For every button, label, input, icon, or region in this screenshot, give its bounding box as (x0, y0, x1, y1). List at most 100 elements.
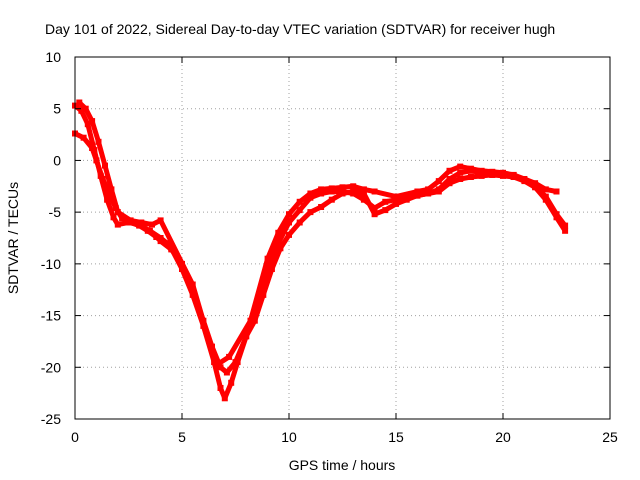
data-point (264, 255, 271, 262)
data-point (435, 178, 442, 185)
data-point (360, 186, 367, 193)
data-point (247, 317, 254, 324)
data-point (382, 207, 389, 214)
data-point (149, 221, 155, 228)
data-point (286, 211, 292, 218)
data-point (350, 188, 357, 195)
data-point (371, 188, 378, 195)
data-point (328, 185, 335, 192)
data-point (562, 222, 569, 229)
data-point (296, 219, 303, 226)
data-point (318, 186, 325, 193)
data-point (532, 180, 539, 187)
data-point (457, 169, 464, 176)
x-tick-label: 0 (71, 429, 79, 445)
data-point (339, 184, 346, 191)
data-point (82, 105, 89, 112)
y-tick-label: 5 (53, 101, 61, 117)
data-point (264, 266, 271, 272)
data-point (232, 359, 239, 366)
data-point (286, 231, 292, 238)
y-axis: -25 -20 -15 -10 -5 0 5 10 (41, 49, 610, 427)
y-tick-label: 0 (53, 152, 61, 168)
y-tick-label: 10 (45, 49, 61, 65)
data-point (403, 196, 410, 203)
y-tick-label: -20 (41, 359, 61, 375)
data-point (95, 138, 102, 145)
data-point (393, 193, 399, 200)
data-point (104, 196, 111, 203)
data-point (296, 198, 303, 205)
data-point (562, 227, 569, 234)
data-point (78, 107, 85, 114)
data-point (296, 207, 303, 214)
data-point (144, 227, 151, 234)
data-point (243, 333, 250, 340)
data-point (93, 157, 100, 164)
data-point (268, 266, 275, 272)
data-point (168, 246, 175, 253)
x-tick-label: 20 (495, 429, 511, 445)
data-point (457, 163, 464, 170)
data-point (553, 188, 560, 195)
data-point (84, 121, 91, 128)
data-point (307, 194, 314, 201)
data-point (393, 196, 399, 203)
data-point (89, 145, 96, 151)
data-point (318, 190, 325, 197)
data-point (110, 214, 117, 221)
data-point (414, 192, 421, 199)
data-series (72, 99, 569, 402)
data-point (275, 240, 282, 247)
data-point (542, 186, 549, 193)
data-point (328, 196, 335, 203)
data-point (221, 395, 228, 402)
data-point (213, 362, 220, 369)
chart-title: Day 101 of 2022, Sidereal Day-to-day VTE… (45, 21, 555, 37)
data-point (489, 171, 496, 178)
x-axis: 0 5 10 15 20 25 (71, 57, 618, 445)
x-tick-label: 15 (388, 429, 404, 445)
data-point (106, 190, 113, 197)
x-tick-label: 25 (602, 429, 618, 445)
data-point (435, 186, 442, 193)
data-point (382, 198, 389, 205)
data-point (307, 209, 314, 216)
y-axis-label: SDTVAR / TECUs (5, 182, 21, 294)
data-point (217, 385, 224, 391)
y-tick-label: -25 (41, 411, 61, 427)
data-point (136, 222, 143, 229)
data-point (189, 281, 196, 288)
data-point (500, 172, 506, 179)
data-point (76, 99, 83, 106)
data-point (425, 190, 432, 197)
data-point (286, 219, 292, 226)
data-point (217, 364, 224, 371)
data-point (99, 176, 106, 182)
data-point (489, 168, 496, 175)
data-point (275, 229, 282, 236)
data-point (446, 180, 453, 187)
data-point (328, 188, 335, 195)
data-point (318, 204, 325, 210)
data-point (393, 200, 399, 207)
data-point (226, 353, 233, 360)
data-point (542, 193, 549, 200)
data-point (371, 205, 378, 211)
x-axis-label: GPS time / hours (289, 457, 396, 473)
data-point (114, 209, 121, 216)
y-tick-label: -5 (49, 204, 62, 220)
data-point (157, 217, 164, 224)
data-point (360, 196, 367, 203)
data-point (339, 190, 346, 197)
y-tick-label: -15 (41, 308, 61, 324)
data-point (350, 183, 357, 190)
data-point (157, 238, 164, 245)
data-point (138, 219, 145, 226)
data-point (478, 167, 485, 174)
data-point (467, 174, 474, 180)
data-point (360, 190, 367, 197)
data-point (446, 176, 453, 182)
data-point (371, 211, 378, 218)
